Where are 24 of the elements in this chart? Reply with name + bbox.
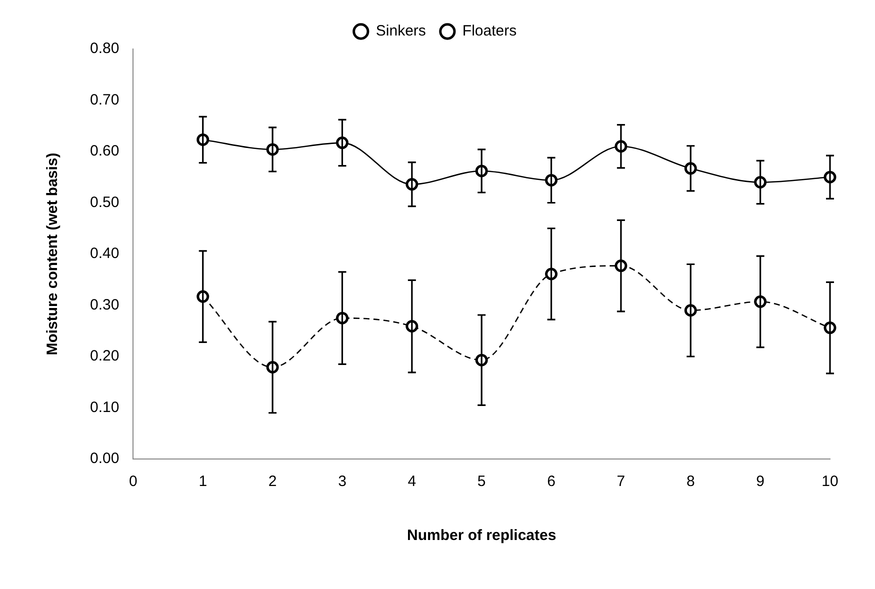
- x-tick-label: 10: [822, 473, 838, 490]
- y-tick-label: 0.40: [90, 245, 120, 262]
- y-tick-label: 0.60: [90, 142, 120, 160]
- x-tick-label: 1: [198, 473, 208, 490]
- legend-label: Sinkers: [376, 22, 426, 40]
- x-tick-label: 7: [616, 473, 626, 490]
- x-tick-label: 6: [547, 473, 556, 490]
- x-tick-label: 2: [268, 473, 277, 490]
- y-tick-label: 0.50: [90, 194, 120, 211]
- y-tick-label: 0.20: [90, 348, 120, 365]
- x-tick-label: 9: [756, 473, 764, 490]
- legend-label: Floaters: [462, 22, 517, 40]
- x-tick-label: 8: [686, 473, 695, 490]
- x-tick-label: 4: [408, 473, 416, 490]
- y-tick-label: 0.30: [90, 296, 120, 314]
- y-tick-label: 0.80: [90, 40, 120, 58]
- x-tick-label: 5: [477, 473, 486, 490]
- x-axis-title: Number of replicates: [406, 527, 556, 544]
- x-tick-label: 0: [129, 473, 138, 490]
- x-tick-label: 3: [338, 473, 346, 490]
- y-tick-label: 0.10: [90, 398, 120, 416]
- y-tick-label: 0.70: [90, 91, 120, 108]
- y-axis-title: Moisture content (wet basis): [44, 152, 62, 356]
- y-tick-label: 0.00: [90, 450, 120, 468]
